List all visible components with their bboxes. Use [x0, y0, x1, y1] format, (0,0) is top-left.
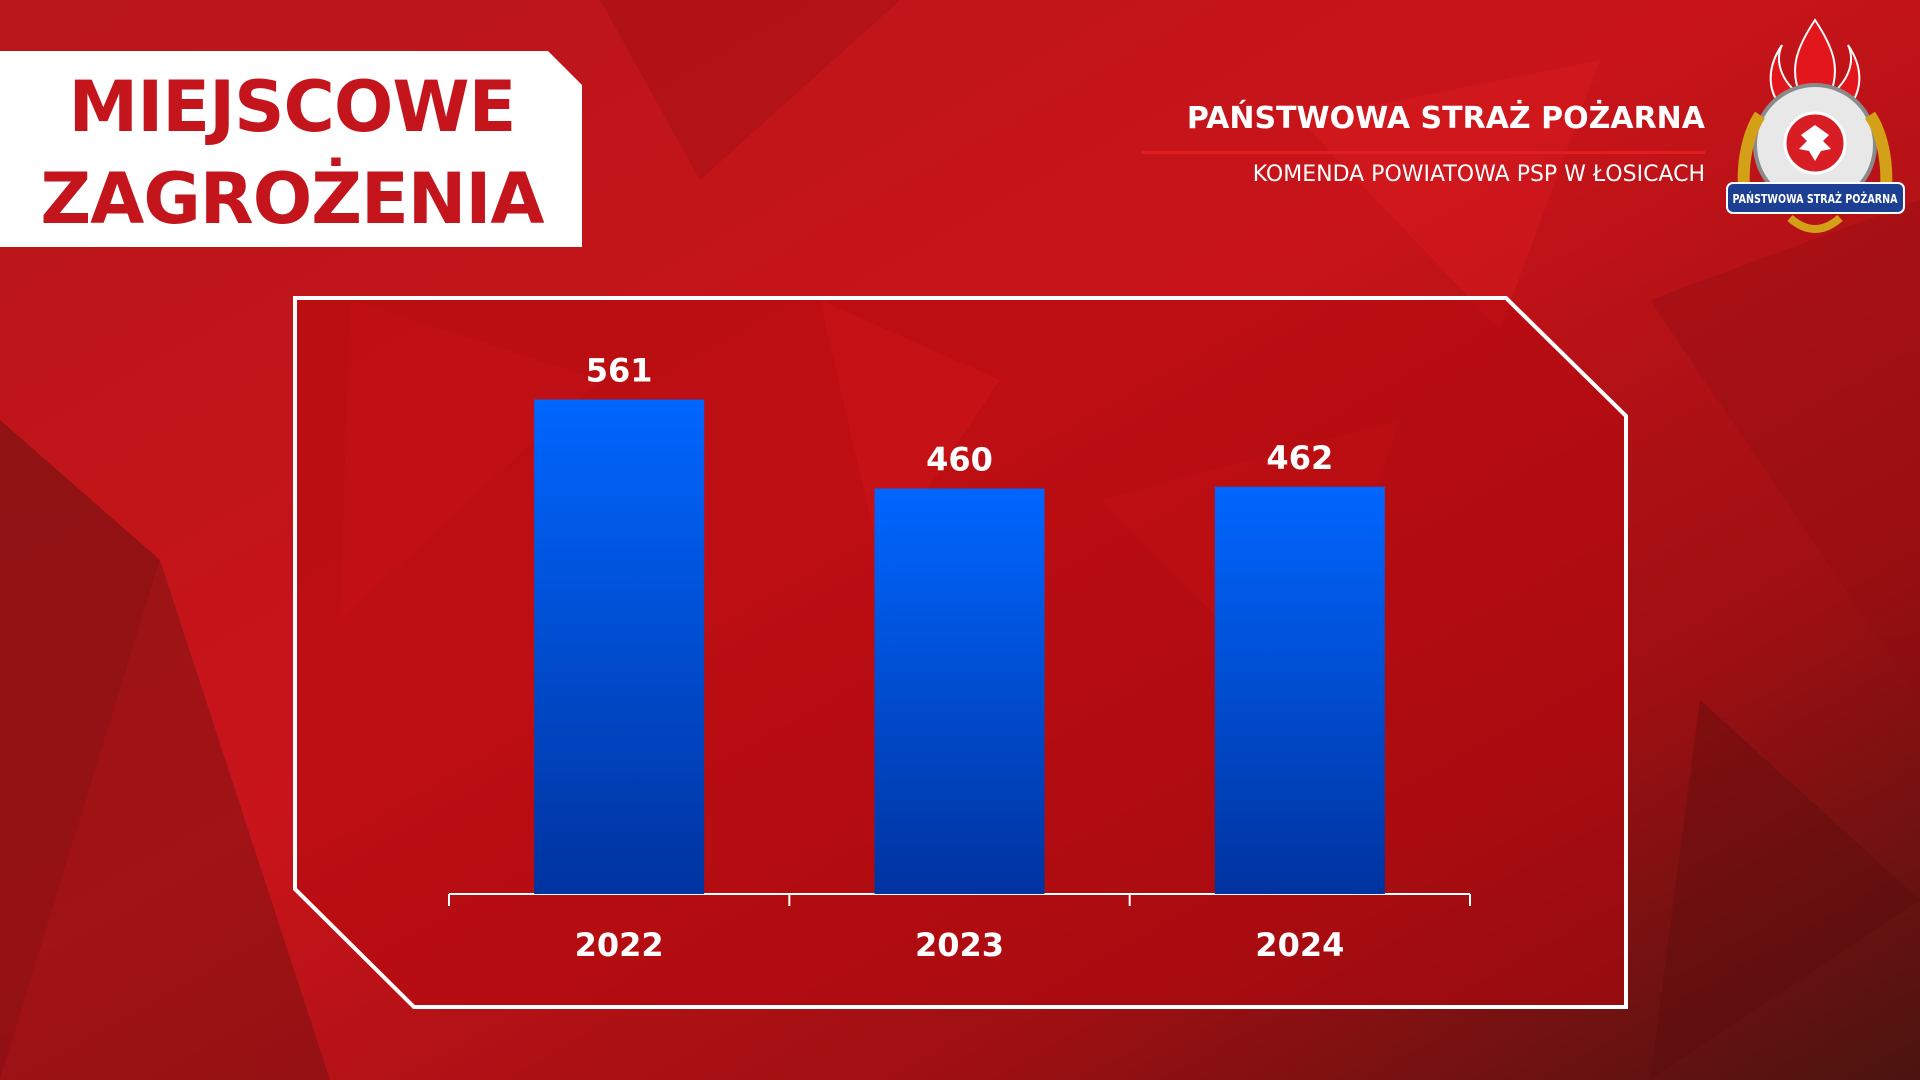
title-box: MIEJSCOWE ZAGROŻENIA — [0, 51, 582, 247]
bar — [1214, 486, 1385, 894]
bar — [874, 488, 1045, 894]
bar — [534, 399, 705, 894]
banner — [1726, 182, 1905, 214]
value-label: 561 — [586, 352, 653, 390]
x-tick-label: 2022 — [575, 926, 664, 964]
eagle — [1799, 125, 1831, 161]
organization: PAŃSTWOWA STRAŻ POŻARNA — [1187, 100, 1706, 136]
x-tick-label: 2023 — [915, 926, 1004, 964]
value-label: 462 — [1266, 439, 1333, 477]
value-label: 460 — [926, 441, 993, 479]
logo: PAŃSTWOWA STRAŻ POŻARNA — [1726, 18, 1905, 233]
laurel-bottom — [1787, 214, 1843, 233]
chart-title: MIEJSCOWE ZAGROŻENIA — [40, 66, 544, 240]
plot-area: 2022 561 2023 460 2024 462 — [448, 352, 1471, 964]
unit-name: KOMENDA POWIATOWA PSP W ŁOSICACH — [1253, 162, 1705, 187]
banner-text: PAŃSTWOWA STRAŻ POŻARNA — [1733, 191, 1899, 206]
x-tick-label: 2024 — [1255, 926, 1344, 964]
divider — [1142, 151, 1705, 154]
